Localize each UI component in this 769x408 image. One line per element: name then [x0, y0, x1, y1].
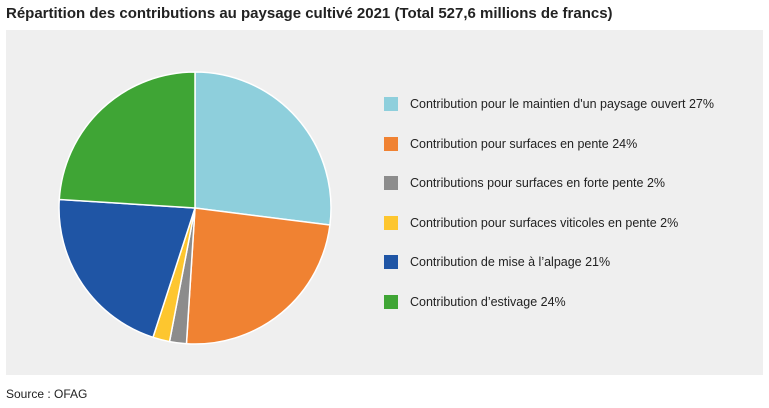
legend-label: Contribution pour surfaces viticoles en …: [410, 215, 679, 230]
legend-label: Contributions pour surfaces en forte pen…: [410, 176, 666, 190]
legend-swatch: [384, 255, 398, 269]
legend-label: Contribution pour le maintien d'un paysa…: [410, 97, 714, 111]
legend-label: Contribution pour surfaces en pente 24%: [410, 136, 638, 151]
legend-swatch: [384, 136, 398, 151]
slice-estivage: [58, 71, 196, 209]
legend-swatch: [384, 215, 398, 230]
chart-title: Répartition des contributions au paysage…: [6, 5, 613, 22]
legend-item-estivage: Contribution d’estivage 24%: [384, 292, 714, 312]
legend-item-slope-areas: Contribution pour surfaces en pente 24%: [384, 134, 714, 154]
slice-open-landscape: [194, 71, 332, 226]
source-note: Source : OFAG: [6, 387, 88, 401]
legend-item-open-landscape: Contribution pour le maintien d'un paysa…: [384, 94, 714, 114]
legend-label: Contribution de mise à l’alpage 21%: [410, 255, 611, 269]
slice-slope-areas: [185, 207, 331, 345]
legend-label: Contribution d’estivage 24%: [410, 294, 566, 309]
slice-alpage: [58, 198, 197, 339]
legend-swatch: [384, 294, 398, 309]
legend-item-steep-slope-areas: Contributions pour surfaces en forte pen…: [384, 173, 714, 193]
chart-panel: Contribution pour le maintien d'un paysa…: [6, 30, 763, 375]
chart-legend: Contribution pour le maintien d'un paysa…: [384, 94, 714, 331]
pie-chart: [58, 71, 332, 345]
legend-item-vineyard-slopes: Contribution pour surfaces viticoles en …: [384, 213, 714, 233]
legend-item-alpage: Contribution de mise à l’alpage 21%: [384, 252, 714, 272]
legend-swatch: [384, 176, 398, 190]
legend-swatch: [384, 97, 398, 111]
